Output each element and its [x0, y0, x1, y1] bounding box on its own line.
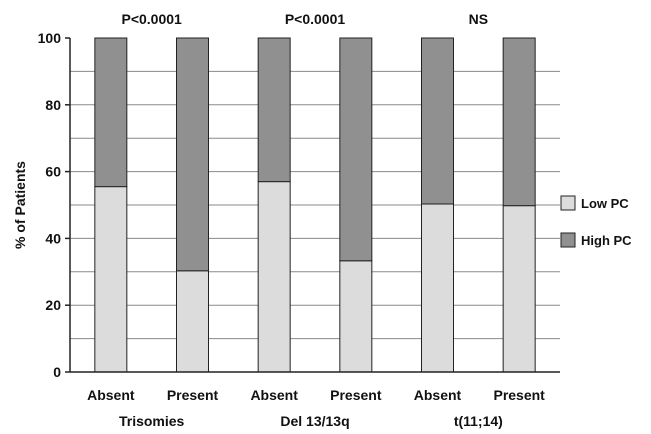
- bar-segment-low-pc: [339, 260, 373, 373]
- bar-segment-high-pc: [257, 37, 291, 183]
- x-tick-labels: Absent Present Absent Present Absent Present: [87, 387, 545, 403]
- x-tick-label: Present: [167, 387, 219, 403]
- bar-segment-low-pc: [502, 205, 536, 373]
- legend: Low PC High PC: [560, 195, 632, 248]
- bar-segment-low-pc: [421, 203, 454, 373]
- bar-segment-high-pc: [502, 37, 536, 207]
- group-label: t(11;14): [454, 413, 503, 429]
- bar-segment-low-pc: [176, 270, 209, 373]
- bar-segment-low-pc: [94, 186, 128, 373]
- bars: [94, 37, 536, 373]
- y-tick-label: 100: [38, 30, 62, 46]
- x-tick-label: Absent: [250, 387, 298, 403]
- x-tick-label: Present: [493, 387, 545, 403]
- y-axis-label: % of Patients: [12, 161, 28, 249]
- group-label: Del 13/13q: [280, 413, 349, 429]
- bar-segment-low-pc: [257, 181, 291, 373]
- legend-label-high-pc: High PC: [581, 233, 632, 248]
- p-value-labels: P<0.0001 P<0.0001 NS: [121, 11, 488, 27]
- bar-segment-high-pc: [94, 37, 128, 188]
- legend-swatch-high-pc: [560, 232, 576, 248]
- y-tick-label: 0: [53, 364, 61, 380]
- legend-swatch-low-pc: [560, 195, 576, 211]
- y-tick-label: 60: [45, 164, 61, 180]
- x-tick-label: Present: [330, 387, 382, 403]
- gridlines: [70, 70, 560, 340]
- axes: [65, 37, 560, 373]
- bar-segment-high-pc: [176, 37, 209, 272]
- y-tick-label: 20: [45, 297, 61, 313]
- p-value-label: P<0.0001: [121, 11, 182, 27]
- legend-label-low-pc: Low PC: [581, 196, 629, 211]
- x-tick-label: Absent: [414, 387, 462, 403]
- group-labels: Trisomies Del 13/13q t(11;14): [119, 413, 503, 429]
- y-tick-label: 80: [45, 97, 61, 113]
- y-tick-label: 40: [45, 230, 61, 246]
- bar-segment-high-pc: [421, 37, 454, 205]
- p-value-label: P<0.0001: [285, 11, 346, 27]
- group-label: Trisomies: [119, 413, 185, 429]
- p-value-label: NS: [469, 11, 488, 27]
- bar-segment-high-pc: [339, 37, 373, 262]
- y-tick-labels: 0 20 40 60 80 100: [38, 30, 62, 380]
- x-tick-label: Absent: [87, 387, 135, 403]
